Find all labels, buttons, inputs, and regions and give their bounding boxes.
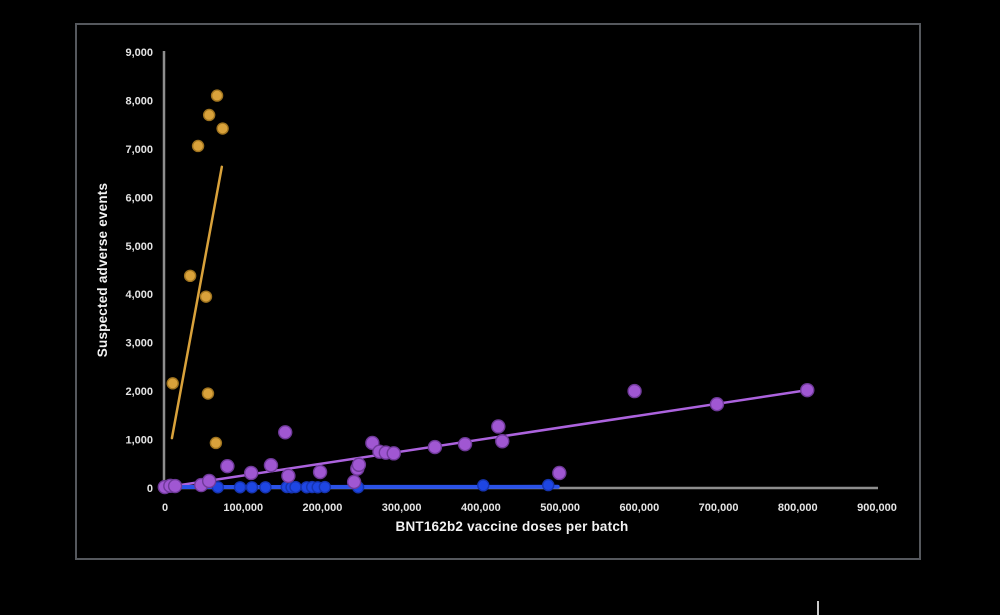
purple-point (201, 473, 217, 489)
purple-point (491, 419, 506, 434)
orange-trendline (170, 165, 224, 440)
x-tick-label: 600,000 (619, 502, 659, 514)
blue-point (233, 481, 247, 494)
x-axis-title: BNT162b2 vaccine doses per batch (395, 519, 629, 534)
purple-point (220, 459, 235, 474)
purple-point (167, 478, 183, 494)
y-tick-label: 6,000 (125, 192, 153, 204)
y-axis-title: Suspected adverse events (95, 182, 110, 358)
y-tick-label: 2,000 (125, 386, 153, 398)
orange-point (209, 436, 223, 450)
x-tick-label: 700,000 (699, 502, 739, 514)
purple-point (495, 434, 510, 449)
x-tick-label: 0 (162, 502, 168, 514)
purple-point (281, 468, 296, 484)
blue-point (289, 480, 302, 494)
y-tick-label: 9,000 (125, 47, 153, 59)
y-tick-label: 7,000 (125, 144, 153, 156)
purple-point (457, 436, 473, 452)
x-tick-label: 200,000 (303, 502, 343, 514)
orange-point (201, 387, 215, 400)
blue-point (477, 479, 490, 492)
x-tick-label: 800,000 (778, 502, 818, 514)
purple-point (552, 465, 567, 481)
y-tick-label: 1,000 (125, 435, 153, 447)
y-tick-label: 0 (147, 483, 153, 495)
cursor-mark (817, 601, 819, 615)
y-tick-label: 8,000 (125, 95, 153, 107)
x-tick-label: 300,000 (382, 502, 422, 514)
purple-point (709, 396, 725, 412)
purple-point (278, 425, 293, 440)
orange-point (166, 377, 179, 390)
orange-point (216, 122, 229, 135)
purple-point (800, 382, 815, 398)
blue-point (245, 481, 259, 494)
purple-point (263, 458, 279, 473)
x-tick-label: 400,000 (461, 502, 501, 514)
purple-point (386, 446, 401, 461)
purple-point (312, 464, 328, 480)
blue-point (542, 478, 555, 492)
y-tick-label: 4,000 (125, 289, 153, 301)
purple-point (351, 457, 367, 472)
x-tick-label: 500,000 (540, 502, 580, 514)
orange-point (210, 89, 224, 102)
x-tick-label: 900,000 (857, 502, 897, 514)
blue-point (259, 481, 272, 494)
y-tick-label: 3,000 (125, 338, 153, 350)
x-tick-label: 100,000 (223, 502, 263, 514)
blue-point (318, 480, 332, 494)
purple-point (427, 439, 443, 455)
orange-point (183, 269, 197, 283)
y-tick-label: 5,000 (125, 241, 153, 253)
orange-point (202, 108, 216, 122)
purple-point (346, 474, 362, 490)
orange-point (199, 290, 213, 303)
chart-panel (75, 23, 921, 560)
orange-point (191, 139, 205, 153)
purple-point (243, 465, 259, 481)
purple-point (627, 383, 642, 399)
